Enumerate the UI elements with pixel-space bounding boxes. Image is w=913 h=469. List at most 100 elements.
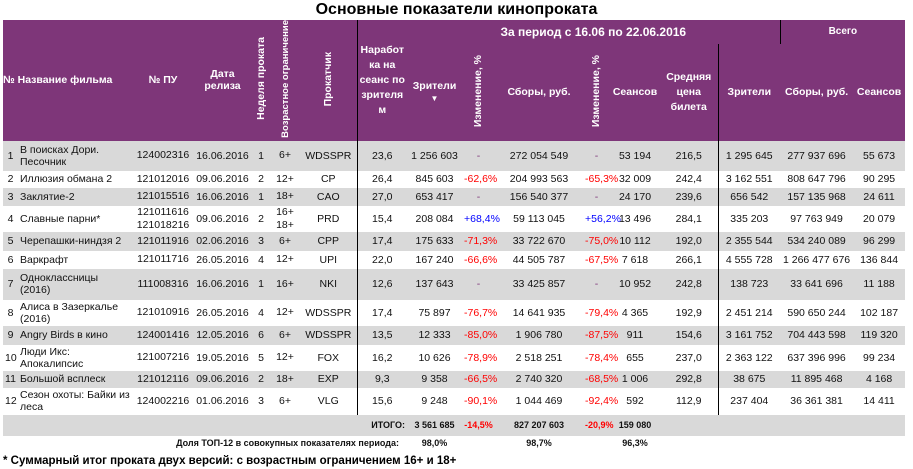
sort-down-icon[interactable]: ▼ [430, 94, 439, 104]
period-header: За период с 16.06 по 22.06.2016 [407, 20, 781, 44]
week-cell: 2 [258, 212, 264, 225]
per-session-cell: 15,4 [372, 212, 393, 225]
pu-number-cell: 121011916 [133, 231, 193, 251]
viewers-cell: 208 084 [415, 212, 454, 225]
gross-change-cell: -87,5% [583, 325, 618, 345]
distributor-cell: WDSSPR [300, 325, 358, 345]
release-date-cell: 01.06.2016 [196, 395, 249, 408]
total-viewers-cell: 4 555 728 [725, 253, 773, 266]
total-sessions-cell: 96 299 [853, 231, 906, 251]
total-gross-cell: 534 240 089 [780, 231, 854, 251]
age-rating-cell: 16+ [270, 268, 300, 300]
table-row: 4 Славные парни* 121011616 121018216 09.06.… [3, 205, 905, 232]
viewers-label: Зрители [412, 80, 457, 93]
total-sessions-cell: 90 295 [863, 173, 896, 186]
avg-price-cell: 242,8 [660, 268, 719, 300]
viewers-change-cell: +68,4% [464, 212, 500, 225]
week-cell: 4 [258, 253, 264, 266]
gross-cell: 2 740 320 [495, 370, 583, 388]
week-cell: 3 [252, 231, 270, 251]
total-sessions-cell: 14 411 [863, 395, 895, 408]
week-cell: 5 [258, 351, 264, 364]
sessions-cell: 53 194 [610, 140, 660, 171]
total-gross-cell: 97 763 949 [790, 212, 843, 225]
release-date-cell: 02.06.2016 [193, 231, 252, 251]
total-viewers-change: -14,5% [462, 414, 495, 436]
film-name-cell: Алиса в Зазеркалье (2016) [20, 300, 119, 325]
total-sessions-cell: 4 168 [853, 370, 906, 388]
total-gross-change: -20,9% [583, 414, 614, 436]
viewers-cell: 137 643 [407, 268, 462, 300]
table-row: 6 Варкрафт 121011716 26.05.2016 4 12+ UPI 22,0 1… [3, 250, 905, 269]
total-gross-cell: 33 641 696 [780, 268, 854, 300]
total-sessions-cell: 20 079 [863, 212, 896, 225]
gross-change-cell: - [583, 268, 610, 300]
total-gross-cell: 36 361 381 [790, 395, 843, 408]
release-date-cell: 12.05.2016 [193, 325, 252, 345]
age-rating-cell: 6+ [270, 140, 300, 171]
share-label: Доля ТОП-12 в совокупных показателях пер… [176, 437, 399, 448]
gross-cell: 1 044 469 [515, 395, 563, 408]
avg-price-cell: 284,1 [660, 205, 719, 232]
row-number-cell: 7 [3, 268, 18, 300]
row-number-cell: 10 [5, 351, 17, 364]
gross-cell: 156 540 377 [495, 187, 583, 206]
sessions-cell: 7 618 [621, 253, 649, 266]
total-viewers-cell: 2 363 122 [725, 351, 773, 364]
per-session-cell: 15,6 [372, 395, 393, 408]
age-rating-cell: 12+ [276, 253, 294, 266]
page-title: Основные показатели кинопроката [315, 1, 598, 18]
total-viewers-cell: 3 162 551 [725, 173, 773, 186]
viewers-cell: 845 603 [415, 173, 454, 186]
distributor-cell: CP [300, 170, 358, 188]
age-rating-cell: 6+ [270, 325, 300, 345]
total-sessions-cell: 24 611 [853, 187, 906, 206]
total-gross-cell: 704 443 598 [780, 325, 854, 345]
gross-change-cell: -79,4% [585, 306, 619, 319]
total-viewers-cell: 2 355 544 [718, 231, 781, 251]
age-rating-cell: 16+ 18+ [276, 205, 294, 231]
avg-price-cell: 242,4 [660, 170, 719, 188]
gross-cell: 59 113 045 [513, 212, 565, 225]
footnote: * Суммарный итог проката двух версий: с … [3, 455, 457, 467]
total-gross-cell: 808 647 796 [787, 173, 846, 186]
col-header-total-sessions: Сеансов [853, 43, 906, 141]
film-name-cell: Славные парни* [20, 212, 101, 225]
gross-cell: 1 906 780 [495, 325, 583, 345]
viewers-change-cell: -85,0% [462, 325, 497, 345]
gross-change-cell: -92,4% [585, 395, 619, 408]
row-number-cell: 9 [3, 325, 18, 345]
row-number-cell: 1 [3, 140, 18, 171]
viewers-cell: 12 333 [407, 325, 462, 345]
row-number-cell: 12 [5, 395, 17, 408]
week-cell: 4 [258, 306, 264, 319]
distributor-cell: VLG [300, 387, 358, 415]
release-date-cell: 16.06.2016 [193, 268, 252, 300]
table-row: 9 Angry Birds в кино 124001416 12.05.2016 6 6… [3, 325, 906, 345]
total-sessions-cell: 99 234 [863, 351, 896, 364]
gross-change-cell: - [583, 140, 610, 171]
pu-number-cell: 121011616 121018216 [136, 205, 190, 231]
release-date-cell: 19.05.2016 [196, 351, 249, 364]
viewers-cell: 653 417 [407, 187, 462, 206]
total-gross-cell: 590 650 244 [787, 306, 846, 319]
gross-change-cell: -65,3% [585, 173, 619, 186]
total-gross-cell: 11 895 468 [780, 370, 854, 388]
viewers-change-cell: -66,6% [464, 253, 498, 266]
film-name-cell: В поисках Дори. Песочник [18, 140, 133, 171]
total-gross: 827 207 603 [495, 414, 583, 436]
age-rating-cell: 18+ [270, 370, 300, 388]
gross-change-cell: - [583, 187, 610, 206]
share-sessions: 96,3% [622, 437, 648, 448]
age-rating-cell: 6+ [279, 394, 291, 407]
gross-cell: 204 993 563 [509, 173, 569, 186]
gross-cell: 33 722 670 [495, 231, 583, 251]
viewers-change-cell: -78,9% [464, 351, 498, 364]
col-header-viewers[interactable]: Зрители ▼ [407, 43, 462, 141]
viewers-cell: 9 358 [407, 370, 462, 388]
age-rating-cell: 12+ [276, 306, 294, 319]
total-viewers-cell: 656 542 [718, 187, 781, 206]
distributor-cell: PRD [300, 205, 358, 232]
avg-price-cell: 266,1 [660, 250, 719, 269]
